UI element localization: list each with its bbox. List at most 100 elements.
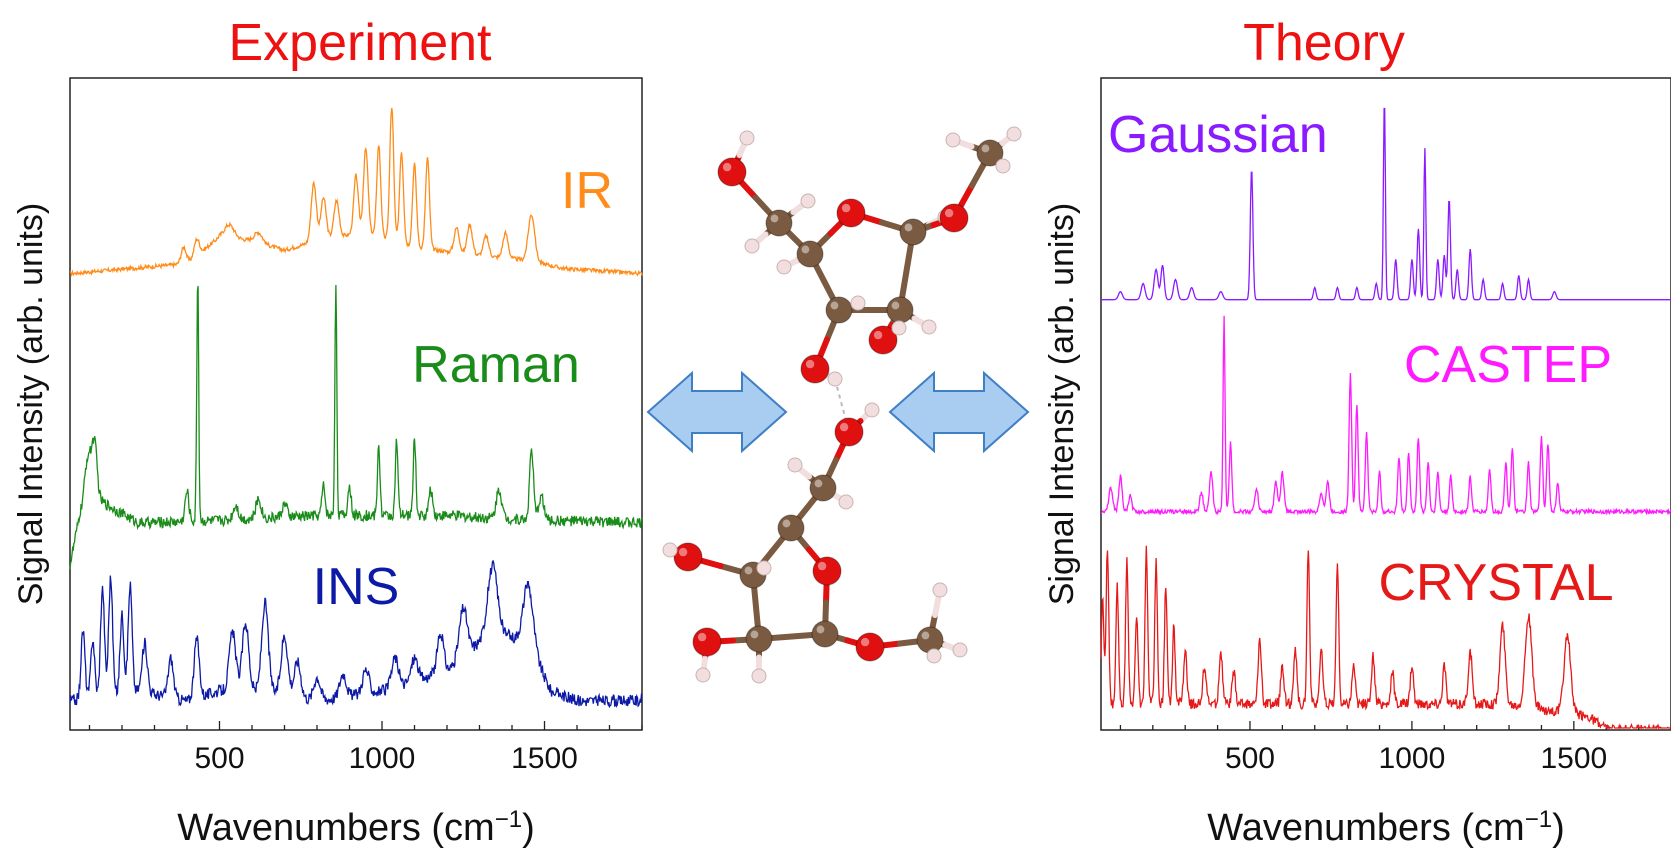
- oxygen-atom: [717, 157, 747, 187]
- carbon-atom: [916, 626, 944, 654]
- oxygen-atom: [939, 203, 969, 233]
- hydrogen-atom: [932, 582, 948, 598]
- experiment-y-axis-label: Signal Intensity (arb. units): [12, 203, 50, 606]
- oxygen-atom: [855, 632, 885, 662]
- theory-panel: Theory Signal Intensity (arb. units) Wav…: [1043, 14, 1671, 849]
- theory-plot-frame: [1100, 77, 1671, 731]
- carbon-atom: [765, 209, 793, 237]
- carbon-atom: [811, 620, 839, 648]
- series-gaussian-line: [1101, 107, 1671, 301]
- atom-highlight: [873, 330, 883, 340]
- atom-highlight: [904, 223, 913, 232]
- hydrogen-atom: [995, 158, 1011, 174]
- hydrogen-atom: [739, 130, 755, 146]
- hydrogen-atom: [756, 560, 772, 576]
- theory-x-axis-label: Wavenumbers (cm−1): [1207, 806, 1564, 850]
- atom-highlight: [814, 479, 823, 488]
- atom-highlight: [722, 162, 732, 172]
- carbon-atom: [796, 240, 824, 268]
- series-ir-line: [69, 107, 643, 278]
- theory-x-ticks: 500 1000 1500: [1119, 721, 1671, 775]
- molecule-structure: [662, 126, 1022, 684]
- experiment-panel: Experiment Signal Intensity (arb. units)…: [12, 14, 643, 850]
- legend-ir: IR: [561, 162, 613, 220]
- theory-x-tick-label: 1000: [1379, 742, 1446, 775]
- hydrogen-atom: [926, 648, 942, 664]
- right-double-arrow: [888, 370, 1030, 454]
- atom-highlight: [697, 632, 707, 642]
- oxygen-atom: [692, 627, 722, 657]
- atom-highlight: [782, 519, 791, 528]
- carbon-atom: [745, 625, 773, 653]
- theory-x-tick-label: 500: [1225, 742, 1275, 775]
- atom-highlight: [805, 359, 815, 369]
- hydrogen-atom: [864, 402, 880, 418]
- legend-gaussian: Gaussian: [1108, 106, 1328, 164]
- hydrogen-bond: [834, 378, 850, 433]
- oxygen-atom: [868, 325, 898, 355]
- series-castep-line: [1100, 315, 1671, 516]
- atom-highlight: [839, 422, 849, 432]
- oxygen-atom: [836, 198, 866, 228]
- experiment-x-ticks: 500 1000 1500: [88, 721, 643, 775]
- hydrogen-atom: [921, 319, 937, 335]
- hydrogen-atom: [952, 642, 968, 658]
- hydrogen-atom: [787, 457, 803, 473]
- atom-highlight: [816, 625, 825, 634]
- hydrogen-atom: [751, 668, 767, 684]
- atom-highlight: [770, 214, 779, 223]
- carbon-atom: [825, 296, 853, 324]
- carbon-atom: [899, 218, 927, 246]
- oxygen-atom: [834, 417, 864, 447]
- series-crystal-line: [1100, 545, 1671, 731]
- experiment-x-tick-label: 1000: [349, 742, 416, 775]
- atom-highlight: [891, 301, 900, 310]
- experiment-title: Experiment: [229, 14, 493, 72]
- experiment-plot-frame: [69, 77, 643, 731]
- carbon-atom: [886, 296, 914, 324]
- hydrogen-atom: [744, 238, 760, 254]
- hydrogen-atom: [850, 295, 866, 311]
- legend-raman: Raman: [412, 336, 580, 394]
- atom-highlight: [981, 144, 990, 153]
- hydrogen-atom: [838, 494, 854, 510]
- atom-highlight: [750, 630, 759, 639]
- experiment-x-tick-label: 1500: [511, 742, 578, 775]
- experiment-x-axis-label: Wavenumbers (cm−1): [177, 806, 534, 850]
- oxygen-atom: [673, 542, 703, 572]
- oxygen-atom: [800, 354, 830, 384]
- atom-highlight: [817, 561, 827, 571]
- legend-castep: CASTEP: [1404, 336, 1612, 394]
- experiment-series-group: [69, 107, 643, 709]
- experiment-x-tick-label: 500: [194, 742, 244, 775]
- hydrogen-atom: [945, 132, 961, 148]
- carbon-atom: [976, 139, 1004, 167]
- series-raman-line: [69, 284, 643, 570]
- atom-highlight: [744, 566, 753, 575]
- atom-highlight: [860, 637, 870, 647]
- atom-highlight: [944, 208, 954, 218]
- hydrogen-atom: [695, 667, 711, 683]
- hydrogen-atom: [776, 259, 792, 275]
- theory-x-tick-label: 1500: [1540, 742, 1607, 775]
- theory-y-axis-label: Signal Intensity (arb. units): [1043, 203, 1081, 606]
- hydrogen-atom: [800, 193, 816, 209]
- theory-title: Theory: [1243, 14, 1405, 72]
- carbon-atom: [809, 474, 837, 502]
- hydrogen-atom: [662, 542, 678, 558]
- series-ins-line: [69, 559, 643, 709]
- carbon-atom: [777, 514, 805, 542]
- atom-highlight: [830, 301, 839, 310]
- hydrogen-atom: [1006, 126, 1022, 142]
- left-double-arrow: [646, 370, 788, 454]
- hydrogen-atom: [891, 320, 907, 336]
- atom-highlight: [921, 631, 930, 640]
- legend-ins: INS: [313, 558, 400, 616]
- atom-highlight: [678, 547, 688, 557]
- hydrogen-atom: [827, 371, 843, 387]
- theory-series-group: [1100, 107, 1671, 731]
- atom-highlight: [841, 203, 851, 213]
- atom-highlight: [801, 245, 810, 254]
- legend-crystal: CRYSTAL: [1378, 554, 1613, 612]
